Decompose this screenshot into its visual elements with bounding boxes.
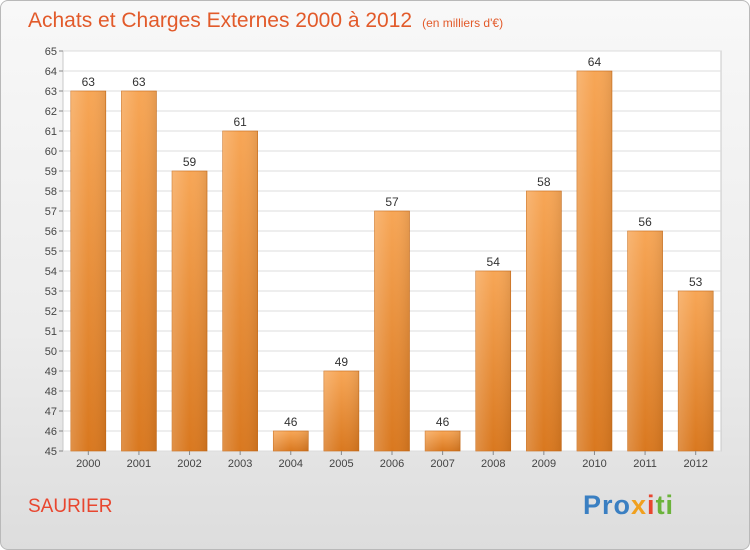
bar-shine (576, 71, 612, 451)
bar-value-label: 54 (487, 255, 501, 269)
chart-title-block: Achats et Charges Externes 2000 à 2012 (e… (28, 9, 503, 33)
x-tick-label: 2003 (228, 458, 252, 470)
bar-value-label: 57 (385, 195, 399, 209)
bar-value-label: 53 (689, 275, 703, 289)
logo-part-2: x (631, 490, 648, 520)
bar-shine (425, 431, 461, 451)
logo-part-3: i (647, 490, 656, 520)
x-tick-label: 2009 (532, 458, 556, 470)
y-tick-label: 61 (45, 126, 57, 138)
bar-value-label: 56 (638, 215, 652, 229)
bar-shine (678, 291, 714, 451)
y-tick-label: 52 (45, 306, 57, 318)
bar-shine (627, 231, 663, 451)
bar-shine (172, 171, 208, 451)
bar-shine (526, 191, 562, 451)
y-tick-label: 64 (45, 66, 57, 78)
y-tick-label: 56 (45, 226, 57, 238)
commune-name: SAURIER (28, 496, 113, 517)
y-tick-label: 51 (45, 326, 57, 338)
y-tick-label: 57 (45, 206, 57, 218)
bar-value-label: 46 (436, 415, 450, 429)
y-tick-label: 58 (45, 186, 57, 198)
y-tick-label: 65 (45, 46, 57, 58)
x-tick-label: 2004 (279, 458, 303, 470)
x-tick-label: 2008 (481, 458, 505, 470)
bars: 63 63 59 61 46 49 57 46 54 58 64 56 53 (70, 55, 714, 452)
x-tick-label: 2006 (380, 458, 404, 470)
logo-part-4: ti (655, 490, 675, 520)
bar-value-label: 64 (588, 55, 602, 69)
y-tick-label: 63 (45, 86, 57, 98)
x-axis-ticks: 2000 2001 2002 2003 2004 2005 2006 2007 2008 2009… (76, 451, 708, 470)
bar-value-label: 63 (132, 75, 146, 89)
bar-value-label: 58 (537, 175, 551, 189)
bar-shine (374, 211, 410, 451)
x-tick-label: 2005 (329, 458, 353, 470)
bar-shine (121, 91, 157, 451)
y-tick-label: 47 (45, 406, 57, 418)
x-tick-label: 2000 (76, 458, 100, 470)
x-tick-label: 2011 (633, 458, 657, 470)
bar-shine (475, 271, 511, 451)
bar-shine (323, 371, 359, 451)
y-tick-label: 59 (45, 166, 57, 178)
bar-shine (222, 131, 258, 451)
bar-value-label: 61 (233, 115, 247, 129)
bar-value-label: 59 (183, 155, 197, 169)
bar-shine (70, 91, 106, 451)
y-tick-label: 54 (45, 266, 57, 278)
y-axis-ticks: 45 46 47 48 49 50 51 52 53 54 55 56 57 58 59 60 61 62 63 64… (45, 46, 63, 458)
y-tick-label: 50 (45, 346, 57, 358)
bar-value-label: 63 (82, 75, 96, 89)
y-tick-label: 45 (45, 446, 57, 458)
chart-subtitle: (en milliers d'€) (422, 16, 504, 30)
proxiti-logo[interactable]: Proxiti (583, 490, 674, 521)
y-tick-label: 62 (45, 106, 57, 118)
x-tick-label: 2002 (177, 458, 201, 470)
y-tick-label: 48 (45, 386, 57, 398)
x-tick-label: 2001 (127, 458, 151, 470)
y-tick-label: 60 (45, 146, 57, 158)
bar-shine (273, 431, 309, 451)
x-tick-label: 2012 (683, 458, 707, 470)
chart-title: Achats et Charges Externes 2000 à 2012 (28, 9, 413, 32)
y-tick-label: 55 (45, 246, 57, 258)
y-tick-label: 53 (45, 286, 57, 298)
bar-value-label: 46 (284, 415, 298, 429)
y-tick-label: 46 (45, 426, 57, 438)
logo-part-1: Pro (583, 490, 632, 520)
y-tick-label: 49 (45, 366, 57, 378)
x-tick-label: 2010 (582, 458, 606, 470)
bar-value-label: 49 (335, 355, 349, 369)
x-tick-label: 2007 (430, 458, 454, 470)
